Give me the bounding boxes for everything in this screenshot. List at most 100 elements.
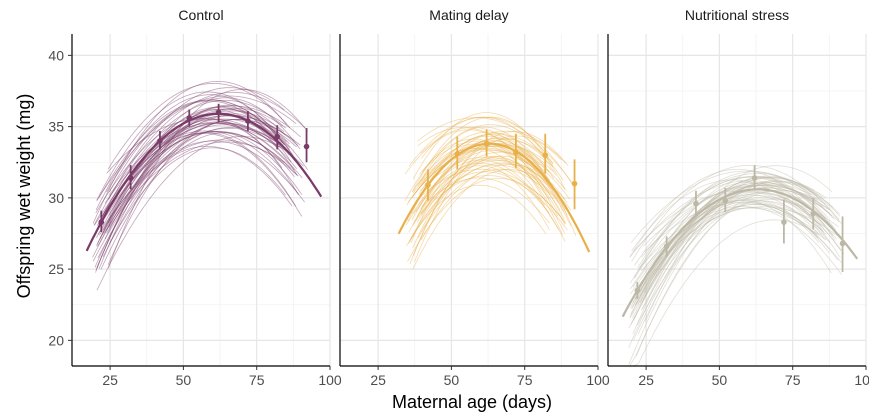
individual-curve [420,159,568,214]
panel-title: Nutritional stress [685,7,789,23]
individual-curve [640,182,812,258]
x-tick-label: 25 [370,372,386,388]
individual-curve [630,170,820,243]
individual-curve [97,139,298,235]
individual-curve [102,109,298,231]
individual-curve [420,149,550,187]
individual-curve [107,88,308,269]
individual-curve [108,87,285,200]
individual-curve [629,180,830,258]
individual-curve [637,206,838,287]
individual-curve [97,126,286,258]
individual-curve [412,169,572,270]
individual-curve [420,168,551,233]
mean-point [245,118,251,124]
individual-curve [643,184,833,293]
mean-point [634,287,641,294]
individual-curve [97,124,280,247]
mean-point [781,219,787,225]
individual-curve [95,94,290,211]
individual-curve [633,190,822,252]
individual-curve [631,199,832,309]
mean-point [303,143,310,150]
individual-curve [639,177,817,303]
y-tick-label: 25 [48,261,64,277]
individual-curve [644,202,821,253]
individual-curve [637,191,826,335]
individual-curve [96,132,297,238]
individual-curve [418,159,566,242]
individual-curve [407,145,550,203]
individual-curve [412,146,572,227]
individual-curve [417,155,554,239]
individual-curve [413,171,550,224]
individual-curve [410,138,558,243]
individual-curve [637,176,826,268]
y-axis-title: Offspring wet weight (mg) [14,94,34,299]
individual-curve [96,95,297,201]
individual-curve [417,127,565,220]
x-tick-label: 25 [638,372,654,388]
individual-curve [97,99,287,225]
individual-curve [104,146,293,234]
individual-curve [411,133,554,198]
y-tick-label: 40 [48,47,64,63]
mean-point [693,200,699,207]
individual-curve [421,130,569,195]
individual-curve [632,165,833,335]
individual-curve [106,99,283,193]
individual-curve [421,147,546,206]
individual-curve [104,130,299,204]
individual-curve [407,178,567,262]
fitted-curve [621,188,859,318]
individual-curve [643,185,826,247]
individual-curve [100,132,295,270]
mean-point [157,138,163,144]
individual-curve [411,144,554,215]
individual-curve [96,108,308,247]
x-tick-label: 100 [854,372,869,388]
individual-curve [628,181,841,365]
y-tick-label: 30 [48,190,64,206]
individual-curve [629,169,836,257]
individual-curve [95,113,290,214]
individual-curve [633,182,834,321]
mean-point [513,149,519,156]
individual-curve [406,164,560,247]
individual-curve [642,204,819,310]
individual-curve [631,164,844,262]
x-tick-label: 100 [586,372,610,388]
individual-curve [637,193,826,304]
individual-curve [635,199,830,304]
individual-curve [404,124,564,202]
individual-curve [641,191,842,311]
individual-curve [106,119,301,234]
individual-curve [630,185,831,290]
individual-curve [102,118,297,257]
individual-curve [629,206,842,318]
x-tick-label: 50 [444,372,460,388]
individual-curve [415,150,563,213]
x-axis-title: Maternal age (days) [392,392,552,412]
individual-curve [420,177,550,224]
mean-point [839,240,846,247]
individual-curve [408,159,550,244]
individual-curve [633,184,834,279]
fitted-curve [397,142,591,253]
individual-curve [638,191,845,293]
x-tick-label: 25 [102,372,118,388]
individual-curve [108,122,303,196]
mean-point [425,182,431,188]
individual-curve [99,140,305,236]
individual-curve [631,195,837,310]
x-tick-label: 75 [517,372,533,388]
mean-point [127,175,134,181]
x-tick-label: 50 [712,372,728,388]
panel-control: Control [72,7,331,366]
individual-curve [413,131,567,256]
individual-curve [634,172,840,266]
individual-curve [95,106,302,273]
individual-curve [631,179,826,252]
individual-curve [420,163,551,241]
individual-curve [109,147,286,244]
